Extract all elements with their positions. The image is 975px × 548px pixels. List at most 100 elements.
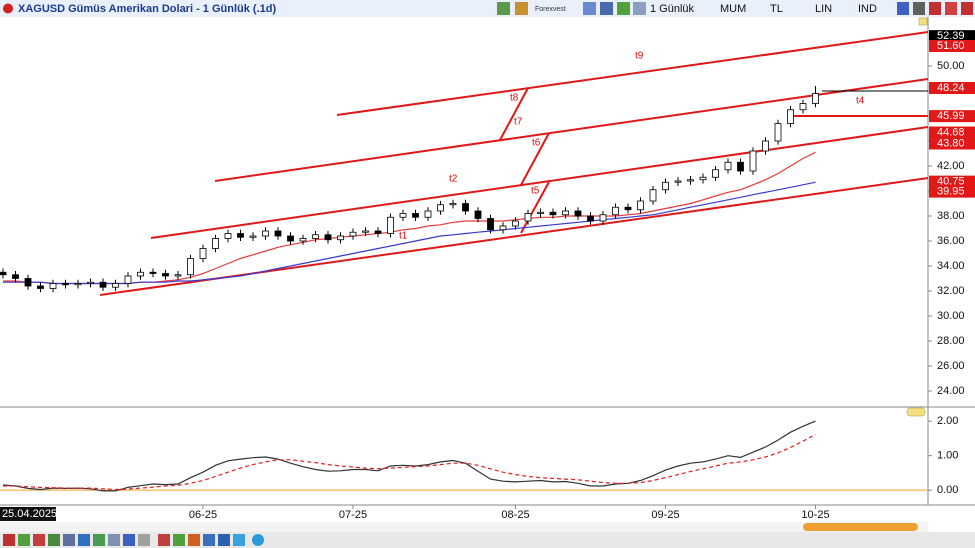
price-label-box <box>929 137 975 150</box>
candle-body <box>12 274 19 279</box>
candle <box>262 227 269 240</box>
panel-button[interactable] <box>906 407 926 417</box>
tool-icon[interactable] <box>945 2 957 15</box>
candle-body <box>749 150 757 172</box>
annotation: t4 <box>856 96 865 107</box>
panel-button[interactable] <box>918 17 928 26</box>
x-tick-label: 08-25 <box>501 509 529 521</box>
tool-icon[interactable] <box>913 2 925 15</box>
tool-icon[interactable] <box>158 534 170 546</box>
annotation: t7 <box>514 117 523 128</box>
candle <box>624 203 632 214</box>
tool-icon[interactable] <box>497 2 510 15</box>
tool-icon[interactable] <box>617 2 630 15</box>
tool-icon[interactable] <box>138 534 150 546</box>
tool-icon[interactable] <box>633 2 646 15</box>
candle-body <box>74 283 82 286</box>
annotation: t2 <box>449 174 458 185</box>
candle <box>212 234 219 253</box>
tool-icon[interactable] <box>33 534 45 546</box>
y-tick-label: 1.00 <box>937 450 958 462</box>
candle <box>99 278 107 291</box>
y-tick-label: 42.00 <box>937 160 965 172</box>
toolbar-item[interactable]: TL <box>770 3 783 15</box>
candle-body <box>312 234 319 239</box>
candle-body <box>374 230 382 234</box>
tool-icon[interactable] <box>515 2 528 15</box>
candle <box>737 158 744 175</box>
scrollbar-thumb[interactable] <box>803 523 918 531</box>
candle-body <box>612 206 619 216</box>
candle-body <box>387 216 394 234</box>
tool-icon[interactable] <box>233 534 245 546</box>
candle-body <box>362 230 369 233</box>
tool-icon[interactable] <box>961 2 973 15</box>
candle <box>124 272 132 288</box>
tool-icon[interactable] <box>929 2 941 15</box>
tool-icon[interactable] <box>203 534 215 546</box>
tool-icon[interactable] <box>78 534 90 546</box>
candle <box>349 228 357 240</box>
brand[interactable]: Forexvest <box>535 6 566 13</box>
y-tick-label: 32.00 <box>937 285 965 297</box>
candle-body <box>249 235 257 238</box>
candle <box>674 177 682 186</box>
tool-icon[interactable] <box>48 534 60 546</box>
x-tick-label: 09-25 <box>651 509 679 521</box>
toolbar-item[interactable]: MUM <box>720 3 746 15</box>
candle <box>562 207 569 219</box>
trend-line <box>520 181 550 234</box>
candle-body <box>224 233 232 239</box>
candle <box>549 208 557 219</box>
tool-icon[interactable] <box>93 534 105 546</box>
tool-icon[interactable] <box>63 534 75 546</box>
candle <box>499 222 507 234</box>
tool-icon[interactable] <box>173 534 185 546</box>
candle <box>387 213 394 238</box>
candle-body <box>649 189 657 202</box>
candle <box>237 229 244 241</box>
candle <box>37 282 44 293</box>
tool-icon[interactable] <box>188 534 200 546</box>
y-tick-label: 28.00 <box>937 335 965 347</box>
toolbar-item[interactable]: LIN <box>815 3 832 15</box>
tool-icon[interactable] <box>252 534 264 546</box>
candle <box>199 244 207 263</box>
candle-body <box>624 206 632 211</box>
tool-icon[interactable] <box>123 534 135 546</box>
candle <box>699 173 707 184</box>
tool-icon[interactable] <box>218 534 230 546</box>
toolbar-item[interactable]: IND <box>858 3 877 15</box>
y-tick-label: 34.00 <box>937 260 965 272</box>
candle-body <box>137 271 144 277</box>
x-tick-label: 10-25 <box>801 509 829 521</box>
candle-body <box>274 230 282 237</box>
candle-body <box>199 248 207 259</box>
y-tick-label: 38.00 <box>937 210 965 222</box>
candle-body <box>149 271 157 274</box>
candle-body <box>812 93 819 104</box>
candle <box>449 199 457 209</box>
tool-icon[interactable] <box>897 2 909 15</box>
candle <box>662 178 669 194</box>
close-icon[interactable] <box>3 3 13 14</box>
tool-icon[interactable] <box>108 534 120 546</box>
candle-body <box>49 283 57 289</box>
tool-icon[interactable] <box>3 534 15 546</box>
candle <box>487 214 494 234</box>
tool-icon[interactable] <box>600 2 613 15</box>
candle-body <box>124 275 132 284</box>
candle <box>112 279 119 291</box>
candle <box>412 209 419 221</box>
price-label-box <box>929 30 975 43</box>
tool-icon[interactable] <box>583 2 596 15</box>
candle <box>162 269 169 280</box>
candle-body <box>549 211 557 216</box>
price-label-box <box>929 126 975 139</box>
toolbar-item[interactable]: 1 Günlük <box>650 3 695 15</box>
candle-body <box>512 220 519 227</box>
candle-body <box>299 238 307 242</box>
tool-icon[interactable] <box>18 534 30 546</box>
